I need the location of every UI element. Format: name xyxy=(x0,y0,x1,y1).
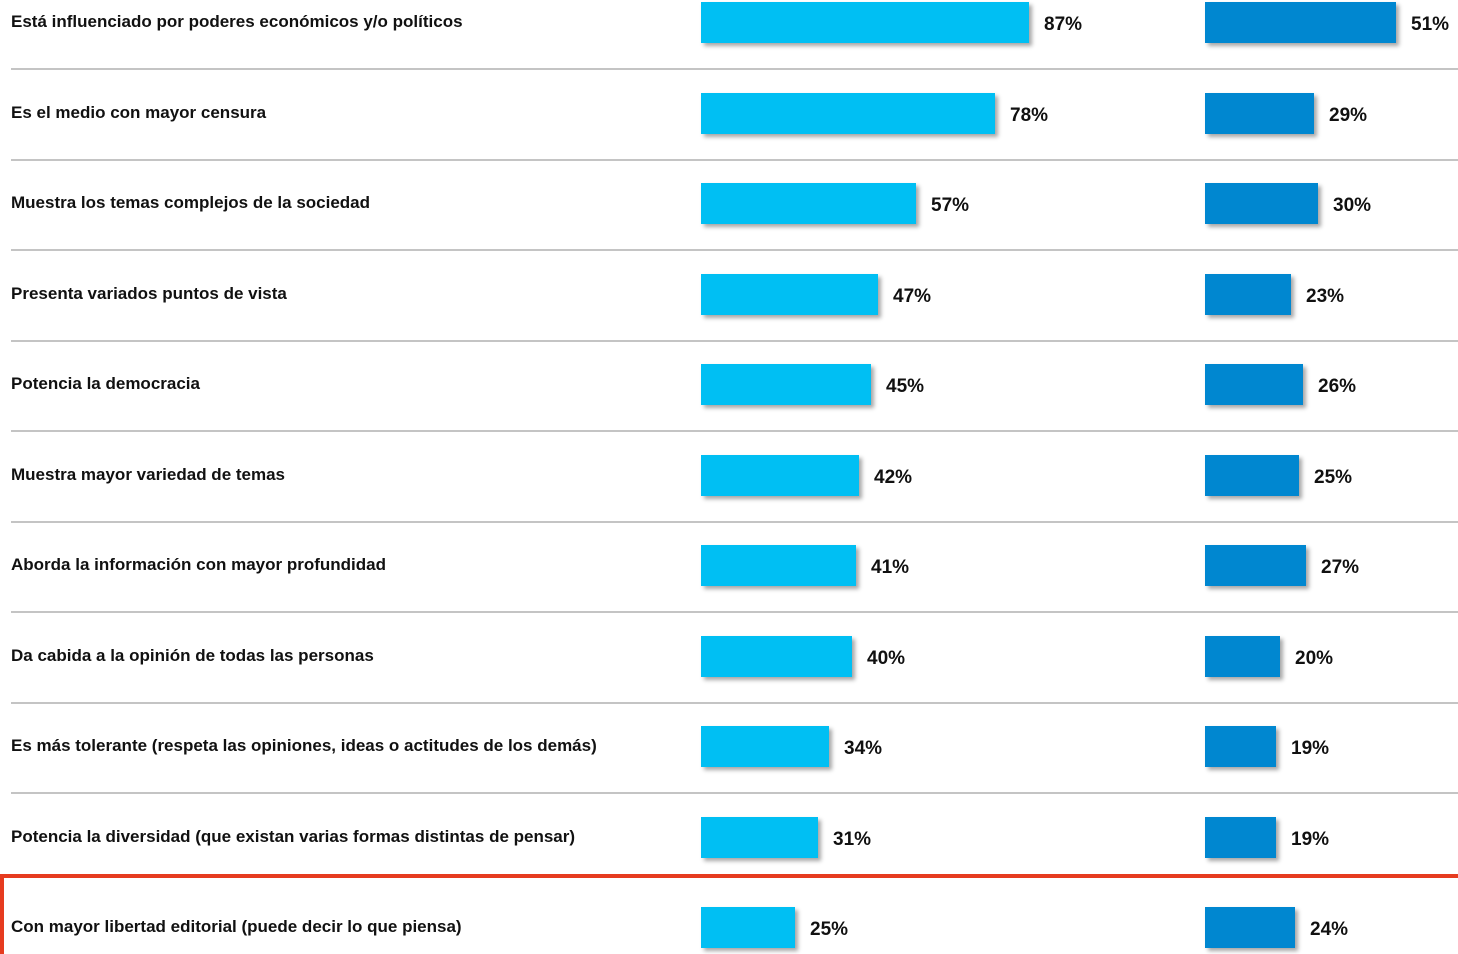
value-label: 34% xyxy=(844,738,883,759)
bar-series-1 xyxy=(701,364,871,405)
bar-series-1 xyxy=(701,454,859,496)
value-label: 51% xyxy=(1411,14,1450,35)
category-label: Da cabida a la opinión de todas las pers… xyxy=(11,645,374,665)
bar-series-2 xyxy=(1205,454,1299,496)
category-label: Muestra mayor variedad de temas xyxy=(11,464,286,484)
category-label: Potencia la democracia xyxy=(11,374,200,393)
category-label: Potencia la diversidad (que existan vari… xyxy=(11,826,576,846)
value-label: 40% xyxy=(867,647,906,669)
bar-series-1 xyxy=(701,92,995,134)
bar-series-2 xyxy=(1205,907,1295,948)
row-separator xyxy=(11,158,1458,161)
bar-series-2 xyxy=(1205,2,1396,43)
bar-series-1 xyxy=(701,545,856,586)
value-label: 23% xyxy=(1306,285,1345,307)
bar-series-2 xyxy=(1205,364,1303,405)
value-label: 24% xyxy=(1310,919,1349,940)
bar-series-2 xyxy=(1205,726,1276,767)
row-separator xyxy=(11,520,1458,523)
bar-series-1 xyxy=(701,183,916,224)
bar-series-1 xyxy=(701,635,852,677)
value-label: 30% xyxy=(1333,195,1372,216)
category-label: Aborda la información con mayor profundi… xyxy=(11,555,386,574)
category-label: Muestra los temas complejos de la socied… xyxy=(11,193,371,212)
value-label: 87% xyxy=(1044,14,1083,35)
value-label: 41% xyxy=(871,557,910,578)
value-label: 26% xyxy=(1318,376,1357,397)
value-label: 57% xyxy=(931,195,970,216)
bar-series-1 xyxy=(701,907,795,948)
row-separator xyxy=(11,68,1458,70)
value-label: 27% xyxy=(1321,557,1360,578)
bar-series-2 xyxy=(1205,545,1306,586)
value-label: 45% xyxy=(886,376,925,397)
value-label: 42% xyxy=(874,466,913,488)
bar-series-1 xyxy=(701,2,1029,43)
bar-series-1 xyxy=(701,726,829,767)
category-label: Está influenciado por poderes económicos… xyxy=(11,12,463,31)
category-label: Con mayor libertad editorial (puede deci… xyxy=(11,917,462,936)
row-separator xyxy=(11,249,1458,251)
value-label: 25% xyxy=(1314,466,1353,488)
bar-series-2 xyxy=(1205,635,1280,677)
value-label: 29% xyxy=(1329,104,1368,126)
value-label: 47% xyxy=(893,285,932,307)
bar-series-1 xyxy=(701,273,878,315)
bar-series-2 xyxy=(1205,183,1318,224)
row-separator xyxy=(11,339,1458,342)
row-separator xyxy=(11,430,1458,432)
value-label: 19% xyxy=(1291,738,1330,759)
bar-series-2 xyxy=(1205,92,1314,134)
value-label: 20% xyxy=(1295,647,1334,669)
bar-series-1 xyxy=(701,816,818,858)
bar-series-2 xyxy=(1205,273,1291,315)
value-label: 19% xyxy=(1291,828,1330,850)
value-label: 31% xyxy=(833,828,872,850)
row-separator xyxy=(11,792,1458,794)
row-separator xyxy=(11,611,1458,613)
category-label: Es más tolerante (respeta las opiniones,… xyxy=(11,736,597,755)
value-label: 78% xyxy=(1010,104,1049,126)
bar-series-2 xyxy=(1205,816,1276,858)
row-separator xyxy=(11,701,1458,704)
category-label: Presenta variados puntos de vista xyxy=(11,283,287,303)
value-label: 25% xyxy=(810,919,849,940)
category-label: Es el medio con mayor censura xyxy=(11,102,267,122)
